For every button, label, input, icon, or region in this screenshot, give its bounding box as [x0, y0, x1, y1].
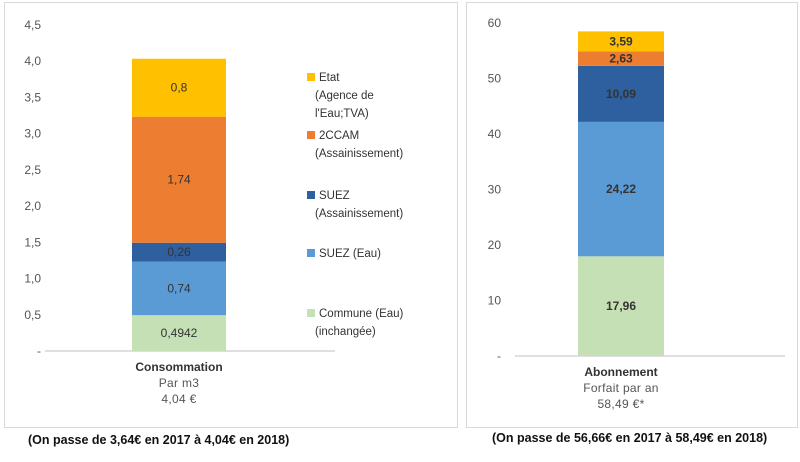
consommation-bar-segment: [132, 58, 226, 117]
abonnement-y-tick-label: 60: [488, 16, 502, 30]
abonnement-data-label: 17,96: [606, 299, 636, 313]
abonnement-bar-segment: [578, 256, 664, 356]
consommation-y-tick-label: 3,0: [24, 127, 41, 141]
abonnement-footnote: (On passe de 56,66€ en 2017 à 58,49€ en …: [492, 431, 768, 445]
consommation-category-subtitle: Par m3: [159, 376, 200, 390]
abonnement-y-tick-label: 40: [488, 127, 502, 141]
abonnement-bar-segment: [578, 51, 664, 66]
abonnement-category-subtitle: Forfait par an: [583, 381, 659, 395]
abonnement-data-label: 24,22: [606, 182, 636, 196]
legend-label: Etat: [319, 72, 340, 84]
abonnement-category-label: Abonnement: [584, 365, 657, 379]
consommation-data-label: 0,8: [171, 81, 188, 95]
abonnement-y-tick-label: 50: [488, 72, 502, 86]
consommation-y-tick-label: 1,0: [24, 272, 41, 286]
legend-label: SUEZ (Eau): [319, 248, 381, 260]
legend-swatch: [307, 131, 315, 139]
legend-label: l'Eau;TVA): [315, 108, 369, 120]
abonnement-chart: - 10 20 30 40 50 60 17,96 24,22 10,09 2,63 3,59 Abon…: [488, 16, 785, 411]
consommation-y-tick-label: 0,5: [24, 308, 41, 322]
abonnement-y-tick-label: 10: [488, 294, 502, 308]
consommation-y-tick-label: -: [37, 344, 41, 358]
abonnement-data-label: 2,63: [609, 52, 633, 66]
consommation-bar-segment: [132, 116, 226, 243]
consommation-y-tick-label: 2,0: [24, 199, 41, 213]
legend-label: (Agence de: [315, 90, 374, 102]
consommation-bar-segment: [132, 242, 226, 262]
abonnement-data-label: 10,09: [606, 87, 636, 101]
abonnement-data-label: 3,59: [609, 34, 633, 48]
consommation-chart: - 0,5 1,0 1,5 2,0 2,5 3,0 3,5 4,0 4,5 0,4942 0,74 0,…: [24, 18, 404, 406]
abonnement-y-tick-label: 20: [488, 238, 502, 252]
consommation-y-tick-label: 4,0: [24, 54, 41, 68]
abonnement-chart-panel: - 10 20 30 40 50 60 17,96 24,22 10,09 2,63 3,59 Abon…: [466, 2, 798, 428]
abonnement-bar-segment: [578, 65, 664, 122]
consommation-y-tick-label: 1,5: [24, 235, 41, 249]
abonnement-bar-segment: [578, 31, 664, 52]
consommation-category-label: Consommation: [135, 360, 222, 374]
consommation-y-tick-label: 3,5: [24, 90, 41, 104]
abonnement-category-subtitle: 58,49 €*: [597, 397, 644, 411]
consommation-bar-segment: [132, 315, 226, 351]
legend-swatch: [307, 73, 315, 81]
consommation-category-subtitle: 4,04 €: [161, 392, 196, 406]
legend-swatch: [307, 191, 315, 199]
abonnement-y-tick-label: 30: [488, 183, 502, 197]
consommation-data-label: 0,74: [167, 281, 191, 295]
consommation-data-label: 1,74: [167, 173, 191, 187]
legend-label: (Assainissement): [315, 208, 403, 220]
consommation-chart-panel: - 0,5 1,0 1,5 2,0 2,5 3,0 3,5 4,0 4,5 0,4942 0,74 0,…: [4, 2, 458, 428]
legend-label: SUEZ: [319, 190, 350, 202]
legend-label: (Assainissement): [315, 148, 403, 160]
legend-swatch: [307, 249, 315, 257]
legend-label: (inchangée): [315, 326, 376, 338]
consommation-y-tick-label: 2,5: [24, 163, 41, 177]
legend-label: 2CCAM: [319, 130, 359, 142]
consommation-bar-segment: [132, 261, 226, 316]
legend-label: Commune (Eau): [319, 308, 404, 320]
legend-swatch: [307, 309, 315, 317]
consommation-data-label: 0,26: [167, 245, 191, 259]
abonnement-bar-segment: [578, 121, 664, 257]
consommation-footnote: (On passe de 3,64€ en 2017 à 4,04€ en 20…: [28, 433, 290, 447]
consommation-data-label: 0,4942: [161, 326, 198, 340]
consommation-y-tick-label: 4,5: [24, 18, 41, 32]
abonnement-y-tick-label: -: [497, 349, 501, 363]
